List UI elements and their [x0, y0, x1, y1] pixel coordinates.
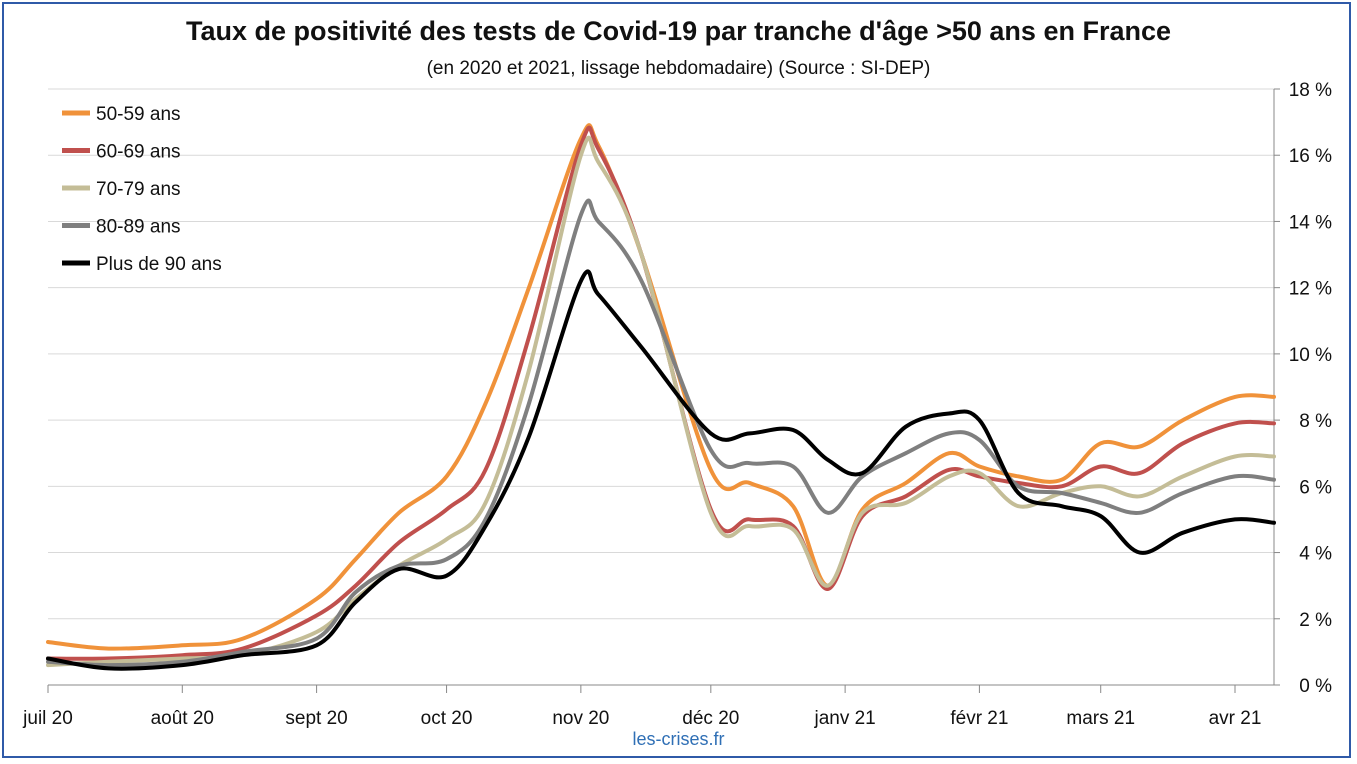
x-tick-label: déc 20 [682, 708, 739, 729]
legend: 50-59 ans 60-69 ans 70-79 ans 80-89 ans Plus… [62, 104, 222, 275]
source-note: les-crises.fr [632, 729, 725, 749]
x-tick-label: nov 20 [552, 708, 609, 729]
y-tick-label: 18 % [1289, 80, 1332, 101]
series-line-4 [46, 269, 1276, 671]
x-tick-label: avr 21 [1209, 708, 1262, 729]
legend-label: 50-59 ans [96, 104, 181, 125]
y-tick-label: 6 % [1299, 477, 1332, 498]
series-lines [46, 123, 1276, 671]
x-tick-label: févr 21 [950, 708, 1008, 729]
chart-title: Taux de positivité des tests de Covid-19… [185, 16, 1171, 46]
y-tick-label: 16 % [1289, 146, 1332, 167]
y-tick-label: 2 % [1299, 610, 1332, 631]
y-tick-label: 10 % [1289, 345, 1332, 366]
x-tick-label: janv 21 [813, 708, 875, 729]
grid-lines [48, 88, 1274, 620]
series-line-3 [46, 198, 1276, 668]
x-tick-label: sept 20 [285, 708, 347, 729]
series-line-2 [46, 135, 1276, 668]
legend-label: 80-89 ans [96, 217, 181, 238]
y-tick-label: 12 % [1289, 279, 1332, 300]
chart-subtitle: (en 2020 et 2021, lissage hebdomadaire) … [426, 58, 931, 79]
series-line-0 [46, 123, 1276, 651]
legend-label: 70-79 ans [96, 179, 181, 200]
x-tick-label: juil 20 [22, 708, 73, 729]
y-tick-label: 4 % [1299, 544, 1332, 565]
x-tick-label: août 20 [151, 708, 214, 729]
legend-label: 60-69 ans [96, 142, 181, 163]
legend-label: Plus de 90 ans [96, 254, 222, 275]
x-tick-label: mars 21 [1066, 708, 1135, 729]
y-tick-label: 8 % [1299, 411, 1332, 432]
series-line-1 [46, 125, 1276, 661]
y-tick-label: 14 % [1289, 212, 1332, 233]
y-tick-label: 0 % [1299, 676, 1332, 697]
x-tick-label: oct 20 [421, 708, 473, 729]
axes: 0 % 2 % 4 % 6 % 8 % 10 % 12 % 14 % 16 % 18 % juil … [22, 80, 1332, 729]
